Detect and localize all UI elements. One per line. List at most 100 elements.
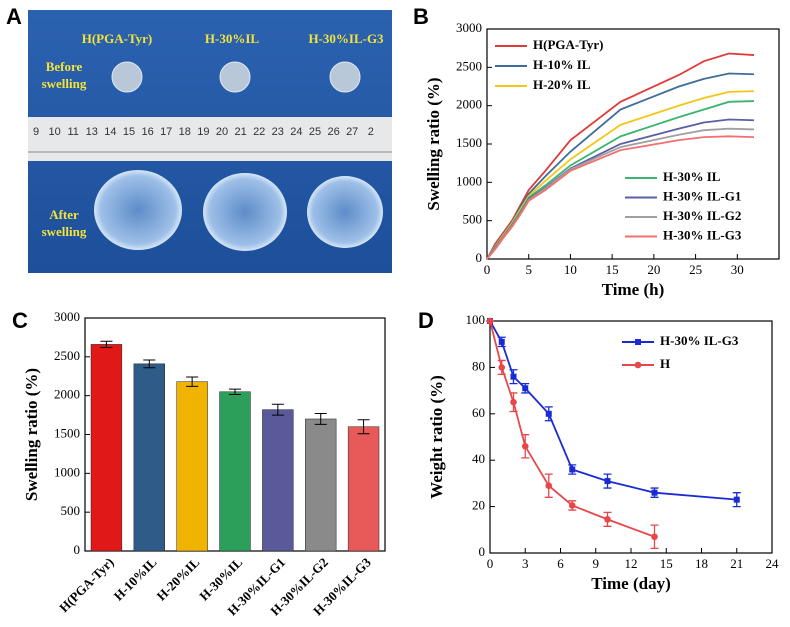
y-tick-label: 3000 xyxy=(456,20,482,35)
legend-label: H-20% IL xyxy=(533,77,591,92)
error-bar xyxy=(143,359,156,369)
x-tick-label: 15 xyxy=(606,262,619,277)
bar xyxy=(90,344,123,552)
point xyxy=(733,496,740,503)
legend-label: H-30% IL-G3 xyxy=(660,333,739,348)
bar xyxy=(347,426,380,552)
ruler-number: 21 xyxy=(234,126,246,138)
panel-letter: A xyxy=(6,4,22,29)
plot-frame xyxy=(489,320,773,554)
point xyxy=(545,410,552,417)
legend-label: H-30% IL-G3 xyxy=(663,227,742,242)
point xyxy=(604,516,611,523)
ruler-number: 23 xyxy=(272,126,284,138)
y-tick-label: 2000 xyxy=(54,387,80,402)
point xyxy=(568,502,576,509)
point xyxy=(545,482,553,490)
y-tick-label: 0 xyxy=(74,542,81,557)
x-tick-label: 24 xyxy=(766,556,780,571)
x-tick-label: H-20%IL xyxy=(153,554,202,603)
panel-letter: C xyxy=(12,308,28,333)
after-label: swelling xyxy=(42,224,87,239)
x-tick-label: H-10%IL xyxy=(111,554,160,603)
y-tick-label: 2500 xyxy=(54,348,80,363)
panel-letter: B xyxy=(413,4,429,29)
point xyxy=(651,533,658,541)
ruler-number: 9 xyxy=(33,126,39,138)
y-tick-label: 0 xyxy=(479,544,486,559)
ruler-number: 15 xyxy=(123,126,135,138)
y-tick-label: 1000 xyxy=(456,173,482,188)
point xyxy=(486,317,494,325)
ruler-number: 13 xyxy=(86,126,98,138)
sample-label: H-30%IL-G3 xyxy=(308,31,384,46)
x-tick-label: H(PGA-Tyr) xyxy=(56,555,116,615)
point xyxy=(522,385,529,392)
point xyxy=(604,478,611,485)
y-axis-label: Swelling ratio (%) xyxy=(424,77,443,210)
y-tick-label: 40 xyxy=(472,451,485,466)
legend-label: H xyxy=(660,356,670,371)
x-tick-label: 20 xyxy=(647,262,660,277)
x-tick-label: 0 xyxy=(487,556,494,571)
ruler-number: 17 xyxy=(160,126,172,138)
y-tick-label: 2000 xyxy=(456,97,482,112)
x-tick-label: 5 xyxy=(525,262,532,277)
error-bar xyxy=(229,388,241,396)
y-tick-label: 1500 xyxy=(456,135,482,150)
x-tick-label: 18 xyxy=(695,556,708,571)
ruler-number: 2 xyxy=(368,126,374,138)
y-tick-label: 80 xyxy=(472,358,485,373)
ruler-number: 26 xyxy=(327,126,339,138)
error-bar xyxy=(100,340,113,349)
x-tick-label: 21 xyxy=(730,556,743,571)
legend-label: H-30% IL xyxy=(663,169,721,184)
ruler-number: 19 xyxy=(197,126,209,138)
before-label: Before xyxy=(46,59,83,74)
y-tick-label: 60 xyxy=(472,405,485,420)
ruler-number: 11 xyxy=(67,126,78,138)
point xyxy=(510,398,517,406)
bar xyxy=(305,418,337,552)
x-tick-label: 15 xyxy=(660,556,673,571)
point xyxy=(498,364,506,371)
y-tick-label: 500 xyxy=(463,212,483,227)
ruler-number: 18 xyxy=(179,126,191,138)
gel-before xyxy=(329,61,361,93)
sample-label: H-30%IL xyxy=(205,31,260,46)
series-line xyxy=(486,135,754,260)
point xyxy=(510,373,517,380)
bar xyxy=(176,381,208,552)
x-tick-label: 25 xyxy=(689,262,702,277)
y-tick-label: 0 xyxy=(476,250,483,265)
bar xyxy=(133,363,165,552)
y-tick-label: 1500 xyxy=(54,425,80,440)
ruler-number: 10 xyxy=(48,126,60,138)
x-tick-label: 10 xyxy=(564,262,577,277)
y-tick-label: 500 xyxy=(61,503,81,518)
bar xyxy=(219,391,251,552)
legend-marker xyxy=(634,361,642,369)
x-tick-label: 0 xyxy=(484,262,491,277)
ruler-number: 27 xyxy=(346,126,358,138)
gel-before xyxy=(111,61,143,93)
error-bar xyxy=(271,403,284,416)
point xyxy=(651,489,658,496)
y-tick-label: 100 xyxy=(466,312,486,327)
y-tick-label: 20 xyxy=(472,498,485,513)
gel-after xyxy=(203,173,287,251)
legend-label: H-30% IL-G1 xyxy=(663,188,741,203)
gel-after xyxy=(94,170,182,250)
error-bar xyxy=(357,419,370,435)
photo-panel xyxy=(28,10,392,273)
y-axis-label: Weight ratio (%) xyxy=(427,375,446,499)
sample-label: H(PGA-Tyr) xyxy=(82,31,153,46)
gel-after xyxy=(307,176,383,248)
y-tick-label: 2500 xyxy=(456,58,482,73)
ruler-number: 25 xyxy=(309,126,321,138)
series-line xyxy=(489,320,655,538)
point xyxy=(569,466,576,473)
ruler xyxy=(28,117,392,161)
x-tick-label: 9 xyxy=(593,556,600,571)
